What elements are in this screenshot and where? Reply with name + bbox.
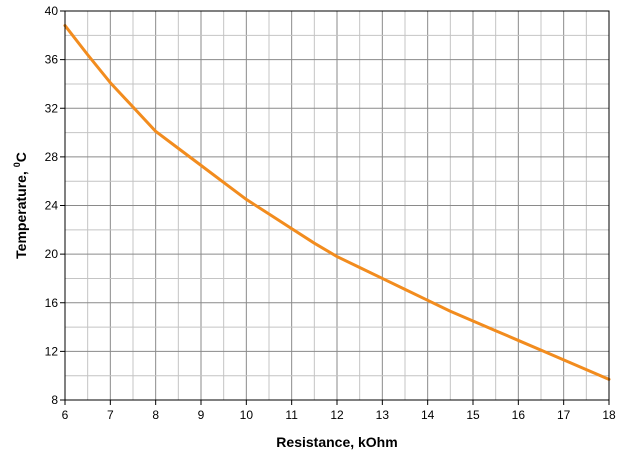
y-axis-title-main: Temperature, xyxy=(13,167,29,259)
x-tick-label: 17 xyxy=(557,408,571,422)
y-tick-label: 24 xyxy=(45,199,59,213)
y-tick-label: 32 xyxy=(45,101,59,115)
x-axis-title: Resistance, kOhm xyxy=(276,434,397,450)
x-tick-label: 16 xyxy=(512,408,526,422)
x-tick-label: 11 xyxy=(285,408,298,422)
y-axis-title-superscript: 0 xyxy=(12,162,22,167)
y-axis-title: Temperature, 0C xyxy=(12,152,29,259)
y-tick-label: 8 xyxy=(51,393,58,407)
y-tick-label: 16 xyxy=(45,296,59,310)
x-tick-label: 13 xyxy=(376,408,390,422)
axis-ticks xyxy=(60,10,610,405)
y-tick-labels: 8 12 16 20 24 28 32 36 40 xyxy=(45,4,59,407)
x-tick-label: 9 xyxy=(198,408,205,422)
x-tick-label: 6 xyxy=(62,408,69,422)
y-tick-label: 28 xyxy=(45,150,59,164)
y-tick-label: 12 xyxy=(45,344,59,358)
y-tick-label: 40 xyxy=(45,4,59,18)
series-line xyxy=(63,24,611,381)
y-tick-label: 20 xyxy=(45,247,59,261)
x-tick-label: 7 xyxy=(107,408,114,422)
x-tick-labels: 6 7 8 9 10 11 12 13 14 15 16 17 18 xyxy=(62,408,616,422)
x-tick-label: 18 xyxy=(602,408,616,422)
x-tick-label: 10 xyxy=(240,408,254,422)
x-tick-label: 15 xyxy=(466,408,480,422)
grid xyxy=(65,11,609,400)
series-layer xyxy=(63,24,611,381)
x-tick-label: 14 xyxy=(421,408,435,422)
y-tick-label: 36 xyxy=(45,53,59,67)
y-axis-title-unit: C xyxy=(13,152,29,162)
x-tick-label: 12 xyxy=(330,408,344,422)
x-tick-label: 8 xyxy=(152,408,159,422)
